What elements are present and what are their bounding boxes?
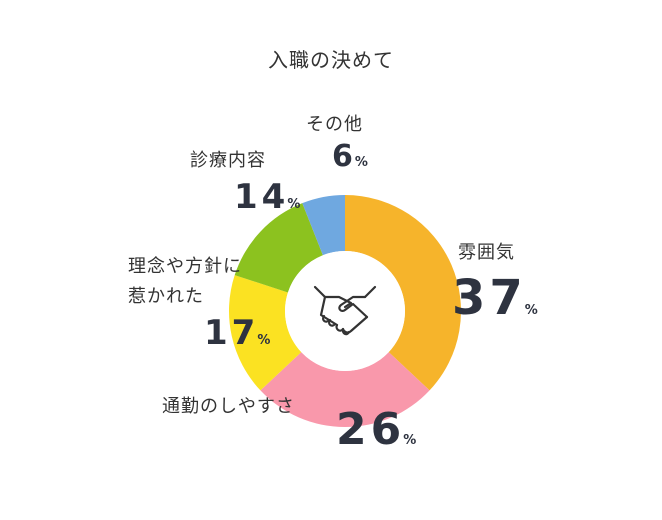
slice-policy — [229, 275, 302, 391]
label-policy: 理念や方針に 惹かれた 17% — [128, 252, 270, 350]
handshake-icon — [313, 285, 377, 336]
label-atmosphere: 雰囲気 37% — [452, 238, 538, 322]
slice-medical — [234, 203, 323, 293]
label-commute-name: 通勤のしやすさ — [162, 396, 295, 417]
chart-title: 入職の決めて — [268, 48, 394, 72]
slice-other — [302, 195, 345, 256]
label-other-value: 6% — [332, 139, 368, 174]
label-commute-value: 26% — [336, 404, 417, 455]
label-medical-value: 14% — [234, 177, 301, 217]
label-atmosphere-name: 雰囲気 — [458, 242, 515, 263]
label-medical-name: 診療内容 — [190, 150, 266, 171]
label-policy-name-line1: 理念や方針に — [128, 256, 242, 277]
label-other-name: その他 — [306, 114, 363, 135]
label-policy-value: 17% — [204, 313, 271, 353]
label-commute: 通勤のしやすさ — [162, 392, 295, 422]
label-medical: 診療内容 14% — [190, 146, 300, 214]
label-atmosphere-value: 37% — [452, 270, 538, 326]
slice-atmosphere — [345, 195, 461, 391]
label-other: その他 6% — [306, 110, 368, 172]
label-policy-name-line2: 惹かれた — [128, 286, 204, 307]
slice-commute — [260, 352, 430, 428]
